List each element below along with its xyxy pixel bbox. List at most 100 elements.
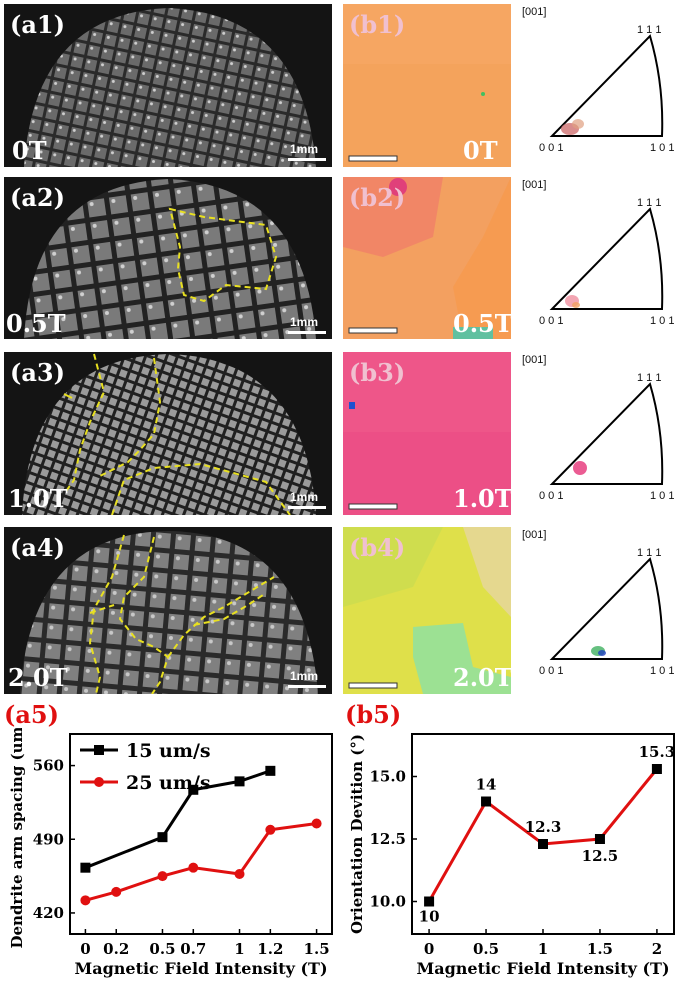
ebsd-map-b1-image	[343, 4, 511, 167]
chart-a5: 0 0.2 0.5 0.7 1 1.2 1.5 420 490 560 Magnetic Field…	[8, 728, 333, 978]
ipf-corner-left-b4: 0 0 1	[539, 665, 564, 677]
ipf-direction-b4: [001]	[522, 529, 547, 541]
x-tick-label: 0.7	[180, 940, 206, 958]
data-point	[651, 764, 662, 774]
data-point	[234, 869, 245, 879]
x-tick-label: 1.5	[304, 940, 330, 958]
scale-bar-a4	[288, 685, 326, 688]
ipf-triangle-b1	[549, 34, 664, 137]
data-point	[111, 886, 122, 897]
ebsd-field-b1: 0T	[463, 136, 498, 165]
chart-b5: 0 0.5 1 1.5 2 10.0 12.5 15.0 Magnetic Field Inte…	[348, 733, 676, 978]
ipf-b2: [001] 1 1 1 0 0 1 1 0 1	[522, 177, 682, 339]
panel-label-b3: (b3)	[349, 358, 406, 387]
ipf-triangle-b4	[549, 557, 664, 660]
legend-label: 15 um/s	[126, 740, 211, 762]
x-tick-label: 2	[652, 940, 662, 958]
y-axis-label: Orientation Devition (°)	[348, 734, 366, 934]
scale-text-a2: 1mm	[290, 315, 319, 329]
data-point	[265, 824, 276, 835]
data-point	[481, 796, 492, 807]
panel-label-b1: (b1)	[349, 10, 406, 39]
chart-label-a5: (a5)	[4, 700, 59, 729]
micrograph-a3: (a3) 1.0T 1mm	[4, 352, 332, 515]
ebsd-map-b3-image	[343, 352, 511, 515]
x-tick-label: 0.5	[473, 940, 499, 958]
ebsd-map-b1: (b1) 0T	[343, 4, 511, 167]
x-tick-label: 1.2	[257, 940, 283, 958]
plot-frame	[69, 733, 333, 935]
x-tick-label: 1	[538, 940, 548, 958]
ipf-corner-right-b1: 1 0 1	[650, 142, 675, 154]
panel-label-a3: (a3)	[10, 358, 65, 387]
micrograph-a1: (a1) 0T 1mm	[4, 4, 332, 167]
data-point	[188, 862, 199, 873]
y-tick-label: 12.5	[369, 830, 406, 848]
field-label-a2: 0.5T	[6, 309, 66, 338]
x-tick-label: 0	[80, 940, 90, 958]
x-axis-label: Magnetic Field Intensity (T)	[74, 959, 327, 978]
ipf-b1: [001] 1 1 1 0 0 1 1 0 1	[522, 4, 682, 167]
ebsd-map-b4: (b4) 2.0T	[343, 527, 511, 694]
ebsd-field-b2: 0.5T	[453, 309, 511, 338]
data-point	[157, 832, 168, 843]
legend-marker	[94, 745, 104, 755]
data-point	[594, 834, 605, 844]
ipf-b3: [001] 1 1 1 0 0 1 1 0 1	[522, 352, 682, 515]
y-tick-label: 490	[33, 830, 64, 848]
ipf-direction-b3: [001]	[522, 354, 547, 366]
data-label: 15.3	[639, 743, 676, 761]
data-label: 14	[476, 776, 497, 794]
x-tick-label: 0.2	[103, 940, 129, 958]
ipf-triangle-b3	[549, 382, 664, 485]
scale-text-a4: 1mm	[290, 669, 319, 683]
panel-label-b2: (b2)	[349, 183, 406, 212]
x-tick-label: 0.5	[149, 940, 175, 958]
x-axis-label: Magnetic Field Intensity (T)	[416, 959, 669, 978]
data-point	[157, 871, 168, 882]
micrograph-a1-image	[4, 4, 332, 167]
micrograph-a2: (a2) 0.5T 1mm	[4, 177, 332, 339]
y-tick-label: 560	[33, 757, 64, 775]
data-point	[80, 895, 91, 906]
field-label-a3: 1.0T	[8, 484, 68, 513]
ebsd-map-b2: (b2) 0.5T	[343, 177, 511, 339]
ipf-corner-left-b3: 0 0 1	[539, 490, 564, 502]
data-point	[265, 765, 276, 776]
data-label: 12.5	[582, 847, 619, 865]
ebsd-field-b4: 2.0T	[453, 663, 511, 692]
ipf-direction-b2: [001]	[522, 179, 547, 191]
data-point	[234, 776, 245, 787]
scale-bar-a2	[288, 331, 326, 334]
scale-bar-a1	[288, 158, 326, 161]
micrograph-a4-image	[4, 527, 332, 694]
scale-text-a1: 1mm	[290, 142, 319, 156]
data-point	[80, 862, 91, 873]
panel-label-a2: (a2)	[10, 183, 65, 212]
ipf-triangle-b2	[549, 207, 664, 310]
legend-marker	[94, 777, 104, 787]
y-tick-label: 15.0	[369, 768, 406, 786]
y-axis-label: Dendrite arm spacing (um)	[8, 728, 26, 949]
data-point	[538, 839, 548, 849]
ebsd-map-b3: (b3) 1.0T	[343, 352, 511, 515]
field-label-a1: 0T	[12, 136, 47, 165]
ipf-corner-top-b4: 1 1 1	[637, 547, 662, 559]
x-tick-label: 1.5	[587, 940, 613, 958]
y-tick-label: 420	[33, 904, 64, 922]
ipf-b4: [001] 1 1 1 0 0 1 1 0 1	[522, 527, 682, 694]
data-point	[188, 784, 199, 795]
ipf-corner-top-b3: 1 1 1	[637, 372, 662, 384]
y-tick-label: 10.0	[369, 893, 406, 911]
ipf-corner-top-b1: 1 1 1	[637, 24, 662, 36]
data-label: 12.3	[525, 818, 562, 836]
data-label: 10	[419, 908, 440, 926]
ebsd-map-b2-image	[343, 177, 511, 339]
field-label-a4: 2.0T	[8, 663, 68, 692]
micrograph-a2-image	[4, 177, 332, 339]
x-tick-label: 0	[424, 940, 434, 958]
panel-label-a4: (a4)	[10, 533, 65, 562]
ipf-corner-right-b4: 1 0 1	[650, 665, 675, 677]
ipf-corner-top-b2: 1 1 1	[637, 197, 662, 209]
micrograph-a4: (a4) 2.0T 1mm	[4, 527, 332, 694]
